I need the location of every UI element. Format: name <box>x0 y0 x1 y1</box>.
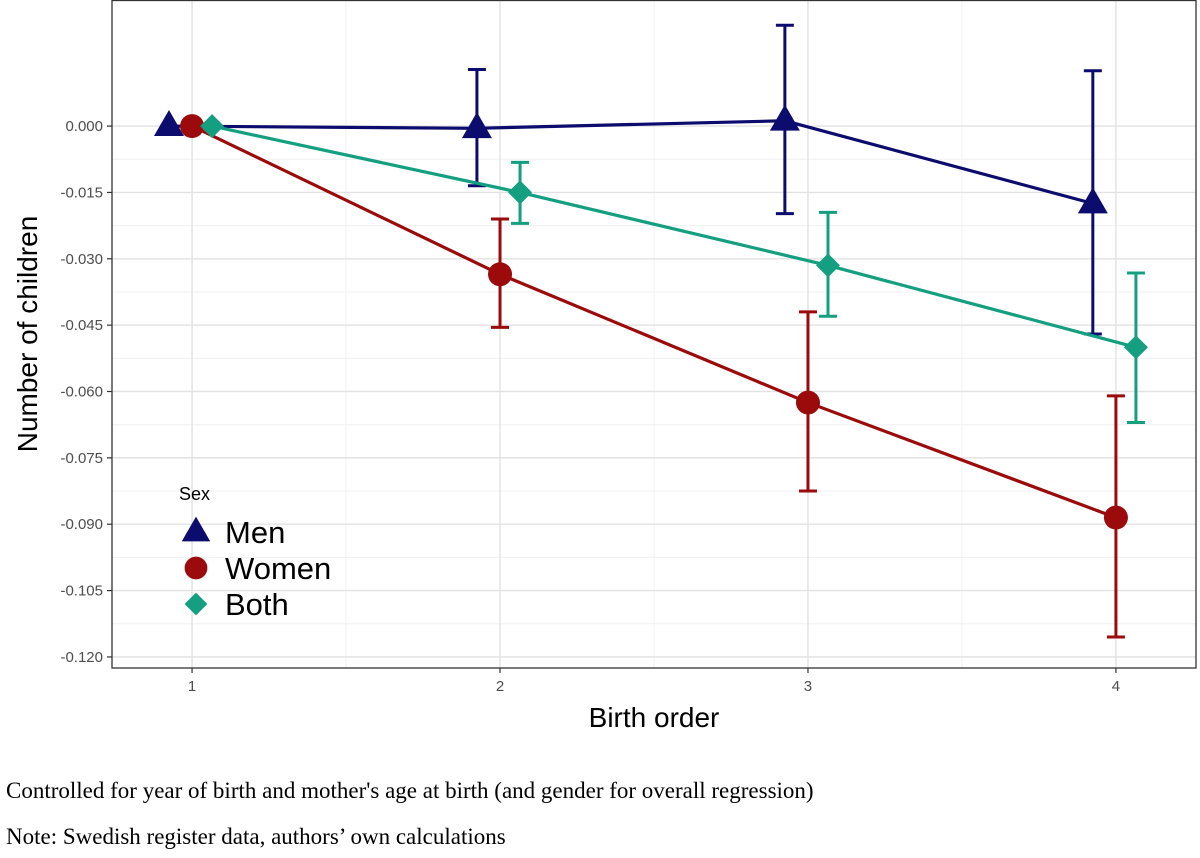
data-point-men <box>153 109 184 136</box>
legend-key-men <box>181 516 211 542</box>
y-axis: 0.000 -0.015 -0.030 -0.045 -0.060 -0.075 -0.09… <box>60 118 112 666</box>
y-axis-title: Number of children <box>12 216 43 453</box>
caption-note: Note: Swedish register data, authors’ ow… <box>6 824 506 849</box>
data-point-women <box>1103 505 1128 530</box>
chart: 0.000 -0.015 -0.030 -0.045 -0.060 -0.075 -0.09… <box>12 0 1197 733</box>
y-tick-label: -0.075 <box>60 450 103 467</box>
series-line-men <box>168 119 1094 206</box>
data-point-women <box>795 390 820 415</box>
legend-title: Sex <box>179 484 210 504</box>
series-line-both <box>211 124 1137 349</box>
x-tick-label: 2 <box>496 678 504 695</box>
data-point-men <box>1077 187 1108 214</box>
data-point-men <box>461 112 492 139</box>
data-point-women <box>180 114 205 139</box>
y-tick-label: -0.120 <box>60 649 103 666</box>
data-point-both <box>815 253 840 278</box>
y-tick-label: -0.030 <box>60 251 103 268</box>
series-line-women <box>191 124 1117 520</box>
legend-label-women: Women <box>225 551 331 586</box>
series-women <box>180 114 1128 639</box>
caption-controls: Controlled for year of birth and mother'… <box>6 778 814 803</box>
data-point-both <box>1123 335 1148 360</box>
grid <box>112 0 1196 668</box>
x-tick-label: 3 <box>804 678 812 695</box>
series-both <box>200 114 1148 424</box>
panel-border <box>111 0 1197 669</box>
x-axis: 1 2 3 4 <box>188 668 1120 695</box>
data-point-women <box>488 262 513 287</box>
y-tick-label: -0.090 <box>60 516 103 533</box>
legend-label-men: Men <box>225 515 285 550</box>
y-tick-label: -0.015 <box>60 184 103 201</box>
y-tick-label: -0.105 <box>60 583 103 600</box>
data-point-men <box>769 104 800 131</box>
x-tick-label: 1 <box>188 678 196 695</box>
y-tick-label: -0.060 <box>60 384 103 401</box>
legend-key-both <box>184 592 208 616</box>
y-tick-label: 0.000 <box>65 118 103 135</box>
y-tick-label: -0.045 <box>60 317 103 334</box>
legend-label-both: Both <box>225 587 289 622</box>
x-axis-title: Birth order <box>589 702 720 733</box>
data-point-both <box>508 180 533 205</box>
legend-key-women <box>184 556 208 580</box>
data-point-both <box>200 114 225 139</box>
series-layer <box>153 23 1148 639</box>
x-tick-label: 4 <box>1112 678 1120 695</box>
